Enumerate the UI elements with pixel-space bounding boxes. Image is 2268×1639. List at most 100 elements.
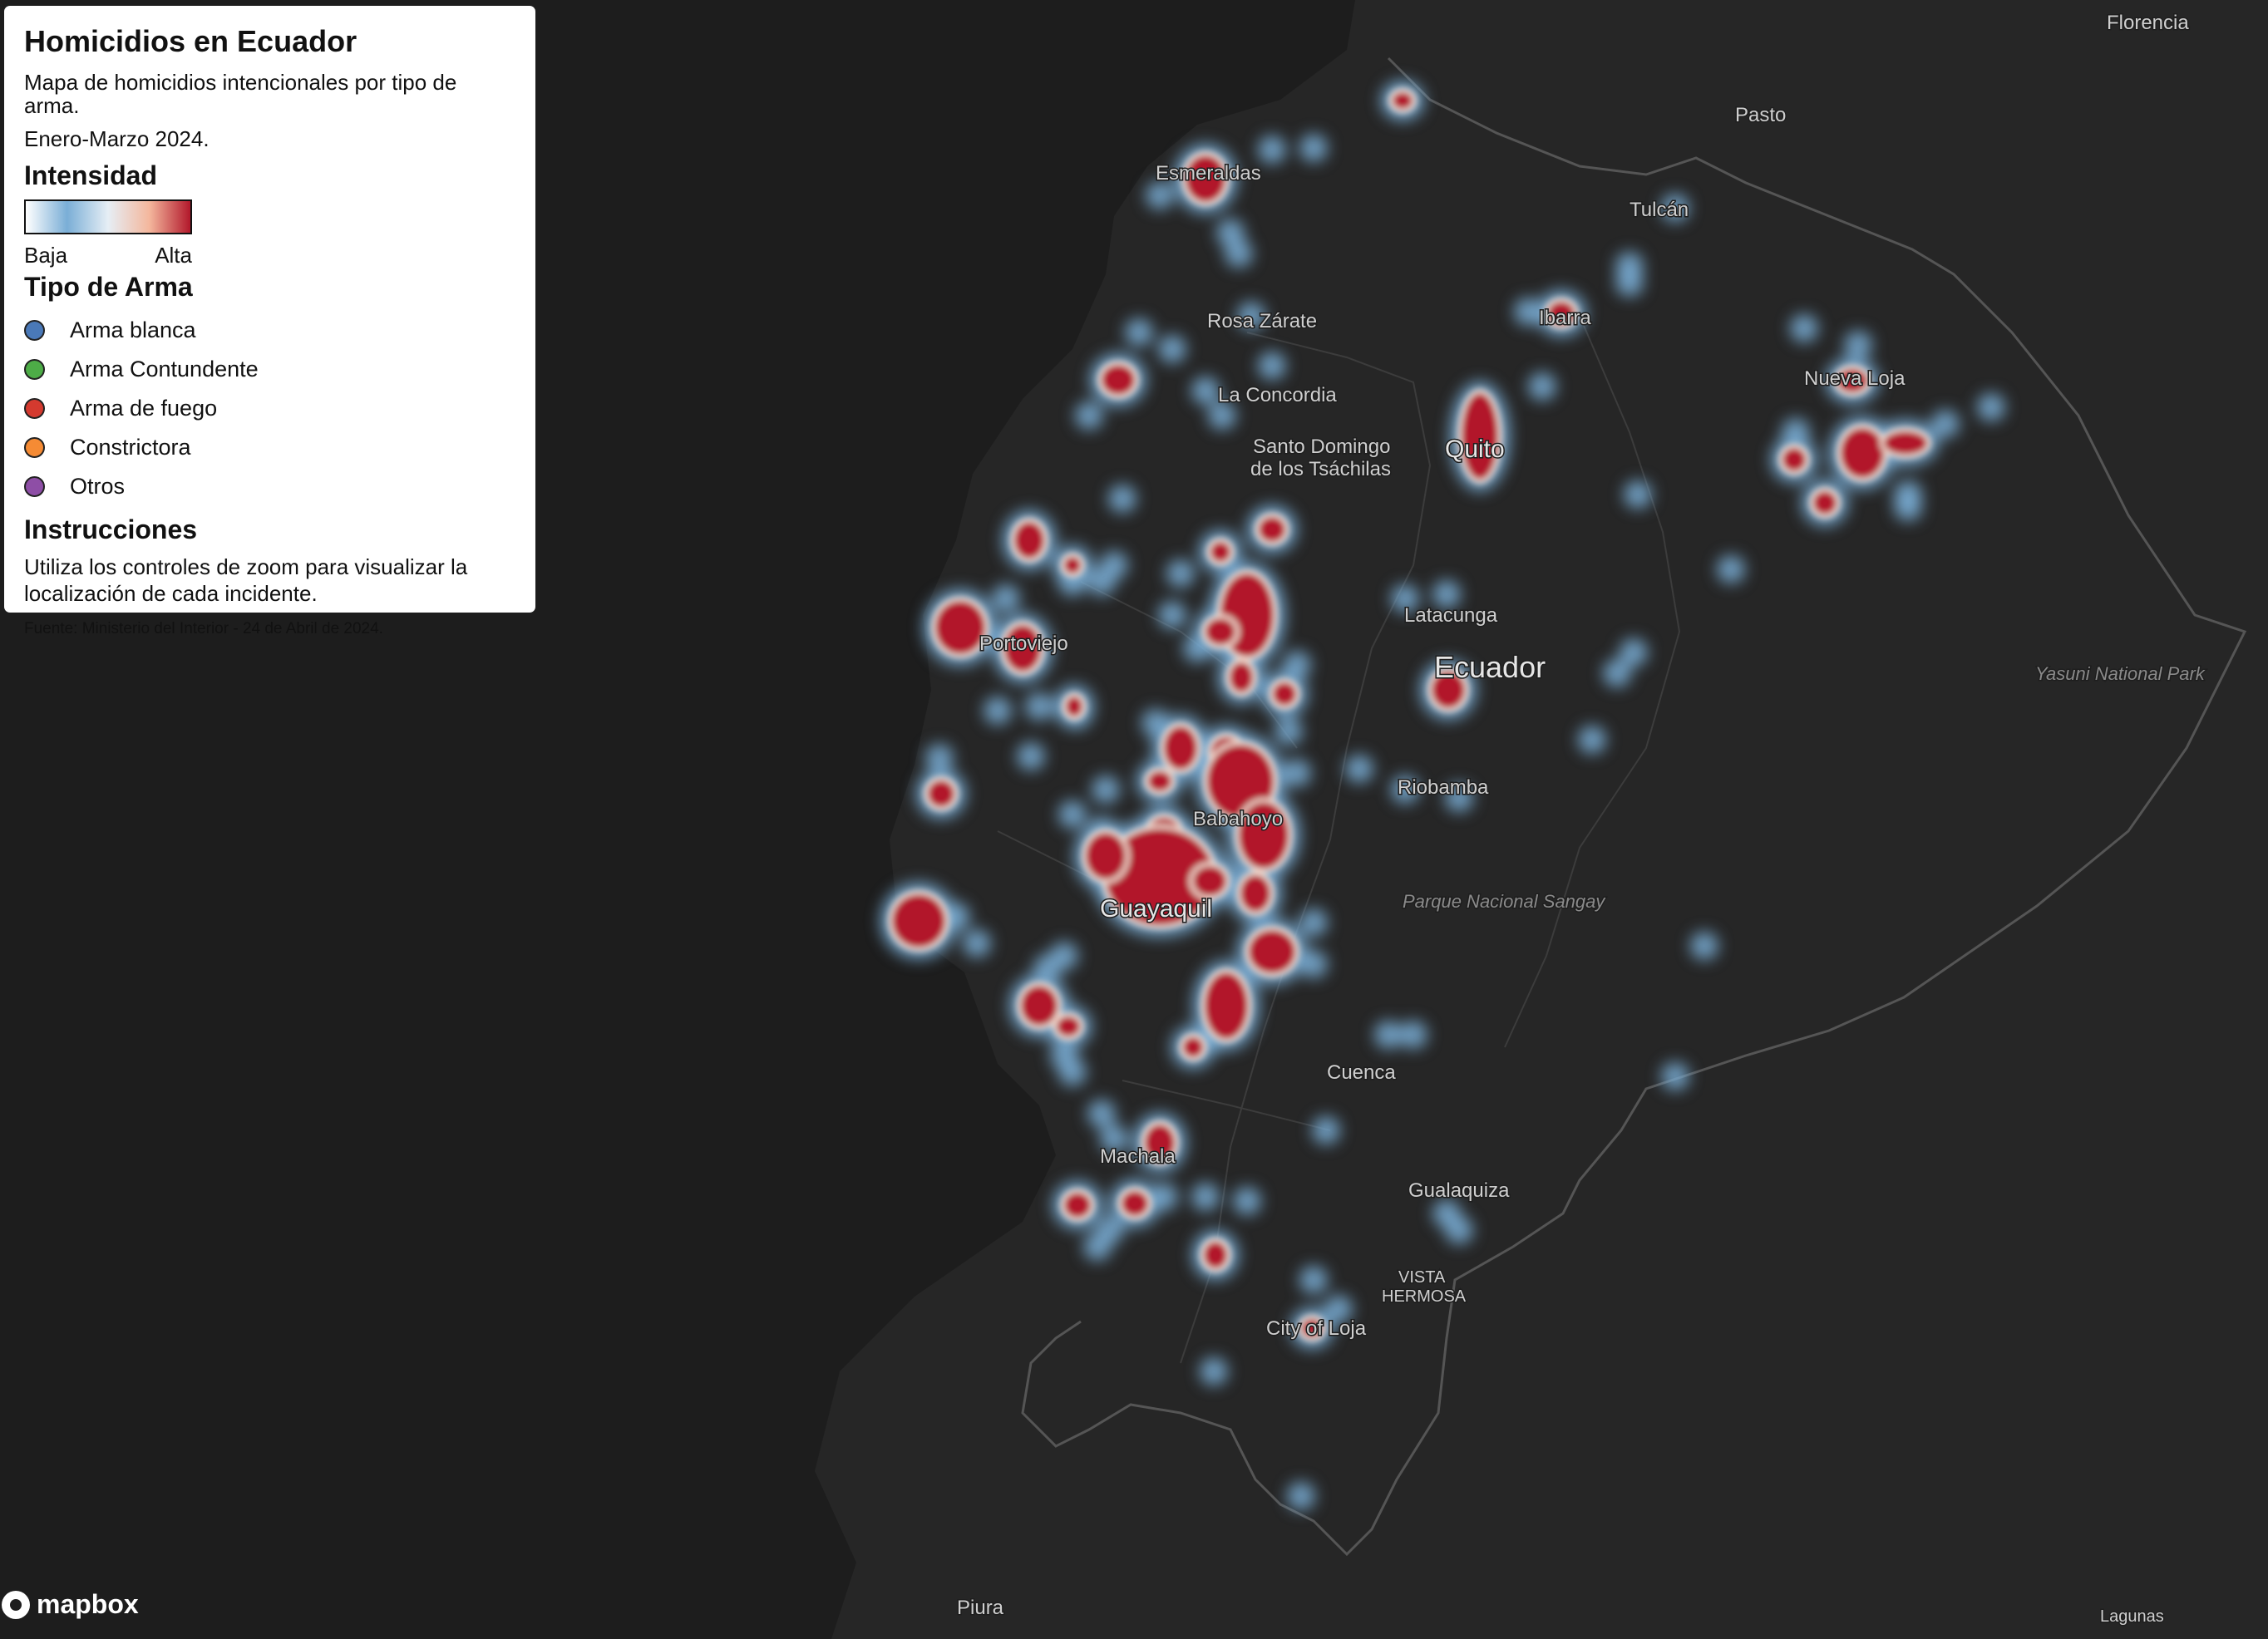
intensity-low-label: Baja [24,243,68,268]
heat-blob-low [1075,401,1103,430]
heat-blob-low [1108,485,1136,513]
heat-blob-low [1432,1199,1461,1228]
label-piura: Piura [957,1597,1004,1619]
heat-blob-high [1782,448,1806,471]
weapon-item-arma-contundente: Arma Contundente [24,350,515,389]
heat-blob-low [1894,493,1922,521]
heat-blob-high [1064,1193,1091,1218]
heat-blob-high [1004,625,1041,672]
heat-blob-high [1205,618,1235,645]
label-machala: Machala [1100,1145,1176,1168]
weapon-color-dot [24,476,45,497]
heat-blob-low [1345,755,1373,783]
weapon-label: Constrictora [70,435,191,460]
label-quito: Quito [1445,436,1505,463]
weapon-item-constrictora: Constrictora [24,428,515,467]
heat-blob-high [1884,431,1927,455]
heat-blob-low [1125,318,1153,347]
heat-blob-low [1312,1116,1340,1144]
heat-blob-low [1191,1183,1220,1211]
map-labels: Florencia Pasto Tulcán Esmeraldas Ibarra… [956,11,2207,1627]
heat-blob-high [1393,92,1413,109]
heat-blob-low [1258,135,1286,164]
mapbox-logo-icon [2,1590,30,1619]
intensity-gradient [24,199,192,234]
weapon-color-dot [24,359,45,380]
instructions-heading: Instrucciones [24,514,198,544]
heat-blob-high [1057,1016,1080,1036]
heat-blob-low [1977,393,2005,421]
heat-blob-high [1230,662,1253,692]
heat-blob-low [1158,335,1186,363]
legend-description: Mapa de homicidios intencionales por tip… [24,70,457,118]
heat-blob-low [1050,942,1078,970]
heat-blob-high [935,601,985,654]
heat-blob-high [1239,802,1289,869]
heat-blob-high [892,894,945,947]
label-rosa-zarate: Rosa Zárate [1207,310,1317,332]
heat-blob-low [925,744,954,772]
heat-blob-high [1014,522,1044,559]
land-area [815,0,2268,1639]
heat-blob-low [1087,1100,1116,1128]
weapon-label: Arma Contundente [70,357,259,381]
heat-blob-low [1287,1482,1315,1510]
heat-blob-high [1106,829,1214,925]
heat-blob-high [928,780,954,807]
intensity-scale-labels: Baja Alta [24,243,192,268]
heat-blob-low [1620,638,1648,667]
heat-blob-low [1844,331,1872,359]
heat-blob-low [1275,717,1303,746]
heat-blob-high [1240,875,1270,912]
heat-blob-low [1790,314,1818,342]
weapon-heading: Tipo de Arma [24,272,193,302]
label-nueva-loja: Nueva Loja [1804,367,1906,390]
heat-blob-high [1066,696,1082,716]
mapbox-logo[interactable]: mapbox [2,1589,139,1620]
heat-blob-low [1083,1233,1112,1261]
heat-blob-low [1058,1058,1087,1086]
heat-blob-low [1233,1187,1261,1215]
heat-blob-low [1661,1062,1689,1090]
heat-blob-low [1299,908,1328,937]
heat-blob-low [1100,1125,1128,1153]
label-guayaquil: Guayaquil [1100,895,1212,923]
heat-blob-low [1299,134,1328,162]
heat-blob-high [1183,1037,1203,1057]
weapon-item-arma-de-fuego: Arma de fuego [24,389,515,428]
heat-blob-high [1145,1125,1175,1161]
heat-blob-low [1166,559,1195,588]
heat-blob-low [1578,726,1606,754]
weapon-list: Arma blanca Arma Contundente Arma de fue… [24,311,515,506]
label-latacunga: Latacunga [1404,604,1498,627]
heat-blob-high [1249,930,1295,973]
heat-blob-low [1603,659,1631,687]
heat-blob-low [1399,1021,1427,1049]
heat-blob-low [1225,239,1253,268]
label-portoviejo: Portoviejo [979,632,1068,655]
label-lagunas: Lagunas [2100,1607,2164,1626]
weapon-label: Arma de fuego [70,396,218,421]
heat-blob-high [1841,428,1884,478]
label-de-los-tsachilas: de los Tsáchilas [1250,458,1391,480]
heat-blob-low [1690,932,1718,960]
legend-title: Homicidios en Ecuador [24,24,357,58]
heat-blob-low [1391,775,1419,804]
weapon-color-dot [24,320,45,341]
heat-blob-high [1102,365,1135,395]
weapon-item-otros: Otros [24,467,515,506]
intensity-high-label: Alta [155,243,192,268]
heat-blob-low [1017,742,1045,770]
label-hermosa: HERMOSA [1382,1287,1467,1306]
instructions-text: Utiliza los controles de zoom para visua… [24,554,468,606]
label-la-concordia: La Concordia [1218,384,1337,406]
heat-blob-low [1158,601,1186,629]
heat-blob-high [1813,491,1837,514]
mapbox-logo-text: mapbox [37,1589,139,1619]
heat-blob-high [1086,833,1126,879]
heat-blob-low [1258,352,1286,380]
heat-blob-low [1092,775,1120,804]
heat-blob-low [1661,194,1689,222]
legend-period: Enero-Marzo 2024. [24,126,210,151]
